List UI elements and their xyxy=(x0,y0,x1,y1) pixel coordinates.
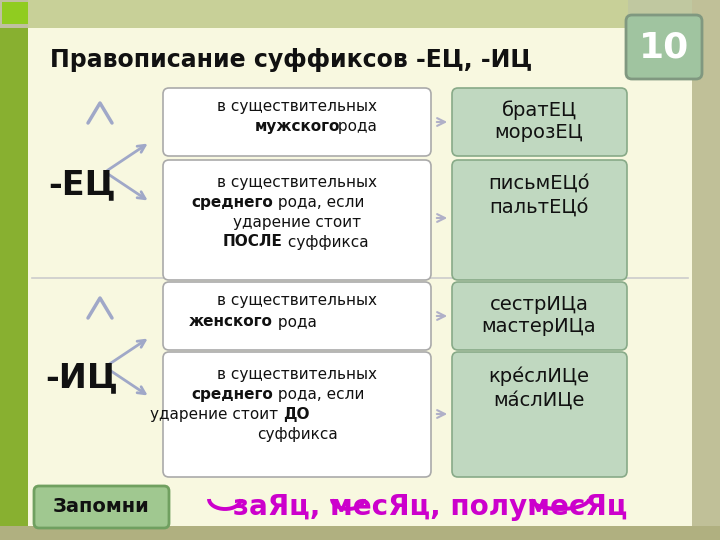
Text: -ЕЦ: -ЕЦ xyxy=(48,168,116,201)
Bar xyxy=(0,0,28,540)
Text: братЕЦ: братЕЦ xyxy=(501,100,577,120)
FancyBboxPatch shape xyxy=(626,15,702,79)
FancyBboxPatch shape xyxy=(163,282,431,350)
Text: Правописание суффиксов -ЕЦ, -ИЦ: Правописание суффиксов -ЕЦ, -ИЦ xyxy=(50,48,532,72)
Text: заЯц, месЯц, полумесЯц: заЯц, месЯц, полумесЯц xyxy=(233,493,627,521)
Bar xyxy=(628,0,692,28)
Text: женского: женского xyxy=(189,314,273,329)
Bar xyxy=(2,2,47,24)
FancyBboxPatch shape xyxy=(163,88,431,156)
Bar xyxy=(0,0,28,28)
Text: ДО: ДО xyxy=(283,407,310,422)
Text: Запомни: Запомни xyxy=(53,497,149,516)
Text: -ИЦ: -ИЦ xyxy=(45,361,118,395)
Bar xyxy=(28,0,628,28)
Text: рода, если: рода, если xyxy=(273,194,364,210)
Bar xyxy=(692,0,720,540)
Text: ударение стоит: ударение стоит xyxy=(150,407,283,422)
Text: в существительных: в существительных xyxy=(217,367,377,381)
Text: в существительных: в существительных xyxy=(217,294,377,308)
FancyBboxPatch shape xyxy=(163,160,431,280)
Text: в существительных: в существительных xyxy=(217,99,377,114)
FancyBboxPatch shape xyxy=(452,282,627,350)
Text: сестрИЦа: сестрИЦа xyxy=(490,294,588,314)
Text: ПОСЛЕ: ПОСЛЕ xyxy=(223,234,283,249)
FancyBboxPatch shape xyxy=(163,352,431,477)
Text: рода: рода xyxy=(333,119,377,134)
Text: рода, если: рода, если xyxy=(273,387,364,402)
FancyBboxPatch shape xyxy=(34,486,169,528)
Text: мужского: мужского xyxy=(254,119,340,134)
Text: мастерИЦа: мастерИЦа xyxy=(482,318,596,336)
Text: ма́слИЦе: ма́слИЦе xyxy=(493,390,585,409)
FancyBboxPatch shape xyxy=(452,88,627,156)
Text: 10: 10 xyxy=(639,30,689,64)
FancyBboxPatch shape xyxy=(452,160,627,280)
Bar xyxy=(0,526,720,540)
Text: морозЕЦ: морозЕЦ xyxy=(495,124,583,143)
FancyBboxPatch shape xyxy=(452,352,627,477)
Text: ударение стоит: ударение стоит xyxy=(233,214,361,230)
Text: среднего: среднего xyxy=(192,194,273,210)
Bar xyxy=(0,0,720,28)
Text: среднего: среднего xyxy=(192,387,273,402)
Text: письмЕЦо́: письмЕЦо́ xyxy=(488,173,590,192)
Text: рода: рода xyxy=(273,314,317,329)
Text: пальтЕЦо́: пальтЕЦо́ xyxy=(490,198,589,217)
Text: кре́слИЦе: кре́слИЦе xyxy=(488,366,590,386)
Text: суффикса: суффикса xyxy=(283,234,369,249)
Text: в существительных: в существительных xyxy=(217,174,377,190)
Text: суффикса: суффикса xyxy=(256,427,338,442)
